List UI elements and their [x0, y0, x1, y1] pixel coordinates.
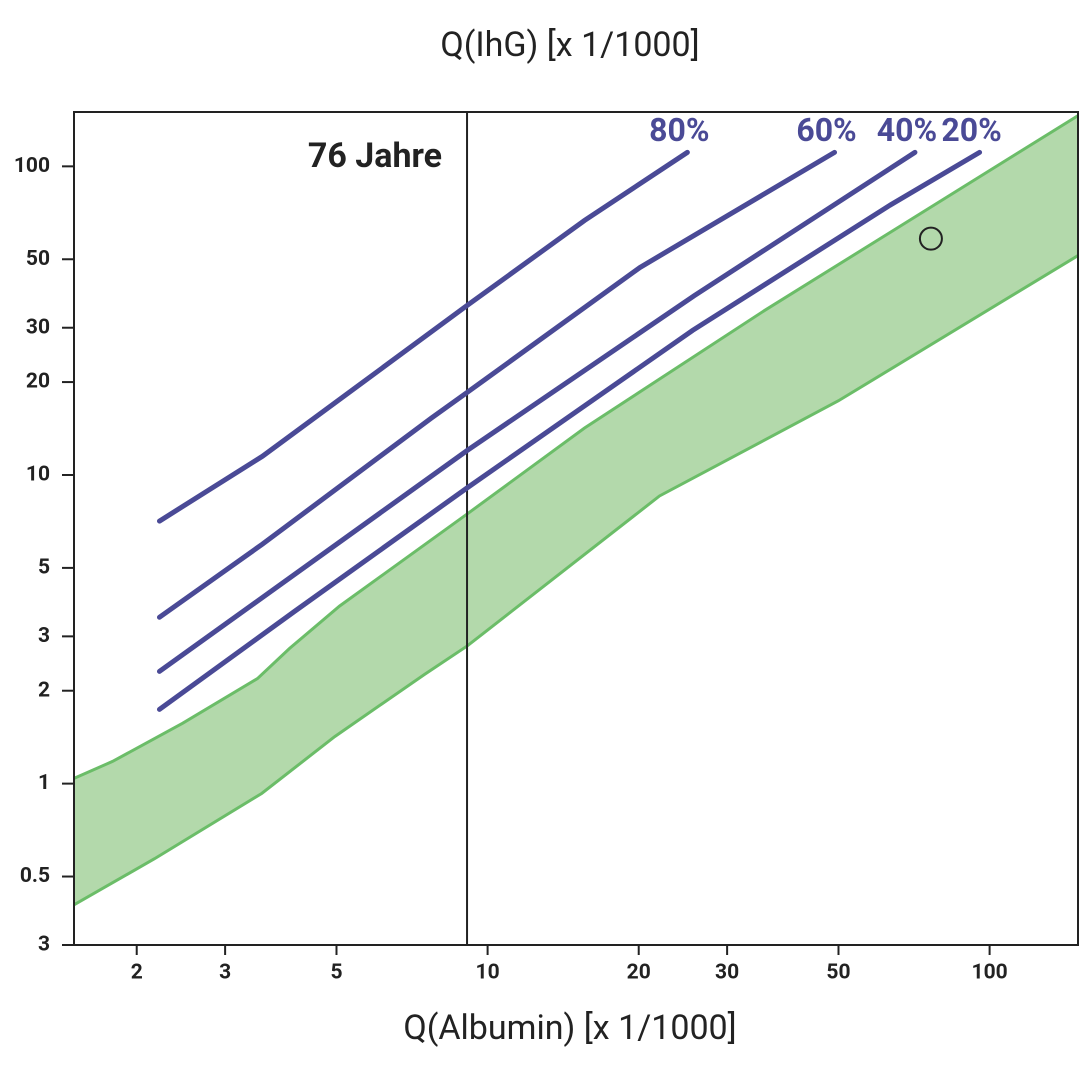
reference-band: [74, 115, 1078, 905]
y-tick-label: 2: [38, 678, 50, 702]
x-axis-label: Q(Albumin) [x 1/1000]: [403, 1008, 736, 1048]
data-point: [918, 226, 943, 251]
y-tick-label: 100: [14, 154, 50, 178]
percentile-line: [156, 149, 838, 620]
y-tick-label: 30: [26, 315, 50, 339]
series-label: 80%: [649, 111, 709, 149]
y-tick-label: 0.5: [20, 864, 50, 888]
x-tick-label: 100: [972, 961, 1008, 985]
annotation: 76 Jahre: [308, 136, 442, 176]
y-tick-label: 1: [38, 771, 50, 795]
chart-title: Q(IhG) [x 1/1000]: [440, 25, 699, 65]
y-tick-label: 3: [38, 624, 50, 648]
series-label: 20%: [941, 111, 1001, 149]
x-tick-label: 2: [131, 961, 143, 985]
y-tick-label: 3: [38, 933, 50, 957]
y-tick-label: 50: [26, 247, 50, 271]
reference-edge: [73, 114, 1079, 780]
x-tick-label: 5: [330, 961, 342, 985]
plot-frame: [73, 111, 1079, 946]
series-label: 40%: [877, 111, 937, 149]
y-tick-label: 10: [26, 463, 50, 487]
x-tick-label: 3: [219, 961, 231, 985]
percentile-line: [156, 149, 690, 524]
x-tick-label: 30: [715, 961, 739, 985]
series-label: 60%: [796, 111, 856, 149]
percentile-line: [156, 149, 918, 674]
y-tick-label: 5: [38, 555, 50, 579]
x-tick-label: 20: [627, 961, 651, 985]
x-tick-label: 50: [826, 961, 850, 985]
reference-edge: [73, 254, 1079, 907]
y-tick-label: 20: [26, 370, 50, 394]
x-tick-label: 10: [476, 961, 500, 985]
percentile-line: [156, 149, 983, 712]
